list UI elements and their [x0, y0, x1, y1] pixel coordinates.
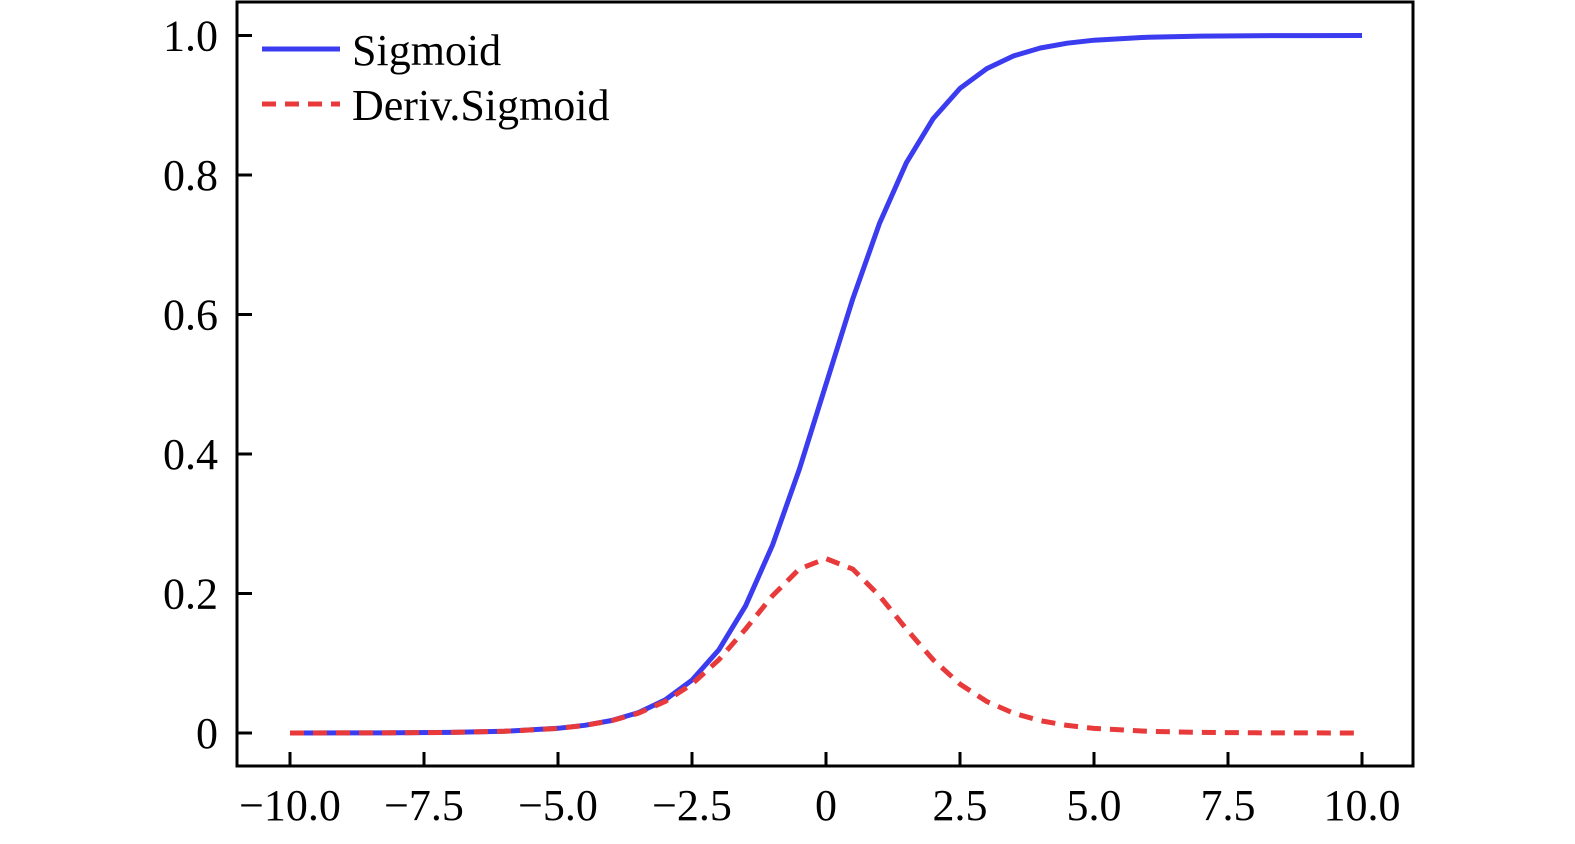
y-tick-label: 0.4: [163, 430, 218, 479]
series-line-sigmoid: [289, 33, 1363, 736]
legend-label-deriv-sigmoid: Deriv.Sigmoid: [352, 81, 609, 130]
y-axis: 0 0.2 0.4 0.6 0.8 1.0: [163, 12, 252, 758]
x-tick-label: 5.0: [1067, 781, 1122, 830]
x-tick-label: −10.0: [239, 781, 341, 830]
series-lines: [289, 33, 1363, 736]
x-axis: −10.0 −7.5 −5.0 −2.5 0 2.5 5.0 7.5 10.0: [239, 752, 1401, 830]
x-tick-label: −2.5: [652, 781, 732, 830]
series-line-deriv-sigmoid: [289, 556, 1363, 736]
legend-label-sigmoid: Sigmoid: [352, 26, 501, 75]
x-tick-label: 10.0: [1324, 781, 1401, 830]
x-tick-label: 7.5: [1201, 781, 1256, 830]
y-tick-label: 1.0: [163, 12, 218, 61]
y-tick-label: 0.6: [163, 291, 218, 340]
x-tick-label: 0: [815, 781, 837, 830]
y-tick-label: 0.8: [163, 151, 218, 200]
legend: Sigmoid Deriv.Sigmoid: [262, 26, 609, 130]
x-tick-label: 2.5: [933, 781, 988, 830]
y-tick-label: 0.2: [163, 570, 218, 619]
x-tick-label: −7.5: [384, 781, 464, 830]
y-tick-label: 0: [196, 709, 218, 758]
x-tick-label: −5.0: [518, 781, 598, 830]
